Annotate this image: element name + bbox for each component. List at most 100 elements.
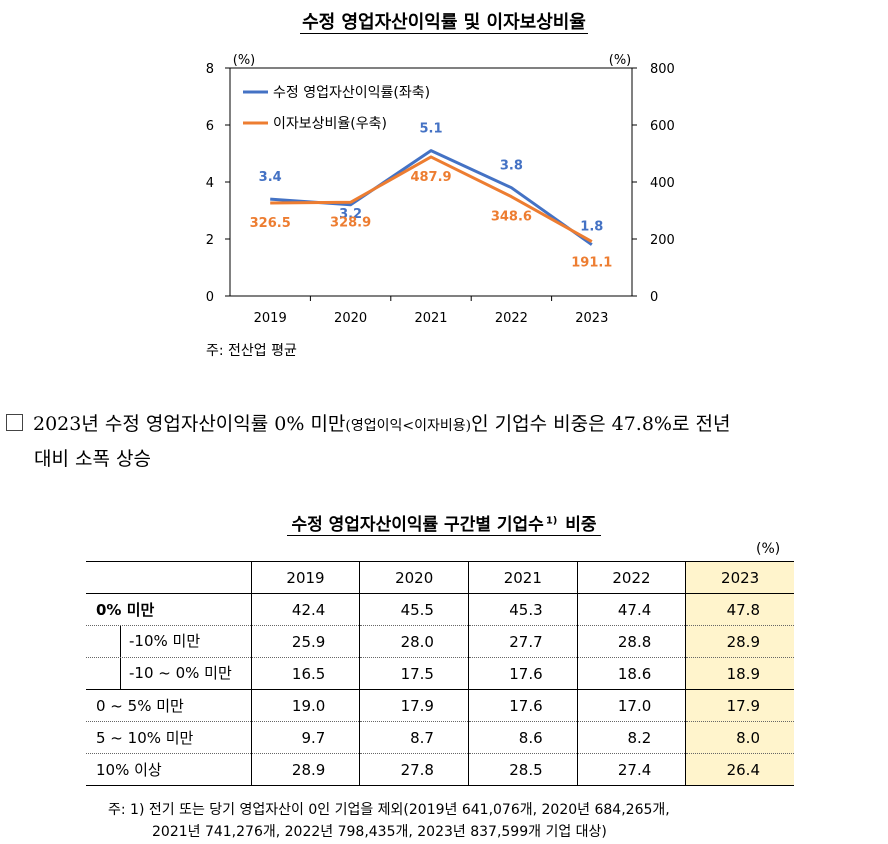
table-cell: 25.9	[251, 625, 361, 658]
legend-entry: 이자보상비율(우축)	[273, 116, 387, 132]
series-line	[270, 155, 593, 243]
y-right-tick-label: 600	[650, 119, 675, 134]
table-row: 0% 미만 42.4 45.5 45.3 47.4 47.8	[86, 593, 794, 626]
table-cell: 47.8	[685, 593, 794, 626]
data-label: 3.4	[259, 170, 282, 185]
table-title: 수정 영업자산이익률 구간별 기업수 1) 비중	[0, 510, 888, 536]
row-label: 0 ~ 5% 미만	[86, 689, 252, 722]
table-cell: 16.5	[251, 657, 361, 690]
chart-title: 수정 영업자산이익률 및 이자보상비율	[300, 12, 588, 34]
table-title-tail: 비중	[557, 515, 599, 536]
table-footnote-line-2: 2021년 741,276개, 2022년 798,435개, 2023년 83…	[152, 824, 607, 840]
table-cell: 8.2	[577, 721, 687, 754]
table-row: 0 ~ 5% 미만 19.0 17.9 17.6 17.0 17.9	[86, 689, 794, 722]
x-tick-label: 2020	[334, 311, 367, 326]
summary-text-a: 2023년 수정 영업자산이익률 0% 미만	[33, 413, 346, 435]
summary-line-2: 대비 소폭 상승	[34, 448, 151, 470]
table-cell: 28.8	[577, 625, 687, 658]
y-left-tick-label: 4	[206, 176, 214, 191]
row-label: 0% 미만	[86, 593, 252, 626]
table-row: 5 ~ 10% 미만 9.7 8.7 8.6 8.2 8.0	[86, 721, 794, 754]
table-cell: 17.9	[685, 689, 794, 722]
table-cell: 8.6	[468, 721, 578, 754]
table-cell: 28.0	[359, 625, 469, 658]
y-right-tick-label: 800	[650, 62, 675, 77]
data-label: 328.9	[330, 215, 371, 230]
table-header-year: 2020	[359, 561, 469, 594]
data-label: 348.6	[491, 210, 532, 225]
summary-line-1: 2023년 수정 영업자산이익률 0% 미만(영업이익<이자비용)인 기업수 비…	[6, 408, 882, 443]
y-left-tick-label: 6	[206, 119, 214, 134]
table-row: -10% 미만 25.9 28.0 27.7 28.8 28.9	[86, 625, 794, 658]
x-tick-label: 2021	[414, 311, 447, 326]
table-cell: 17.5	[359, 657, 469, 690]
x-tick-label: 2023	[575, 311, 608, 326]
table-cell: 42.4	[251, 593, 361, 626]
row-label-text: -10 ~ 0% 미만	[129, 664, 232, 682]
chart-note: 주: 전산업 평균	[206, 343, 297, 359]
table-cell: 45.5	[359, 593, 469, 626]
table-cell: 47.4	[577, 593, 687, 626]
table-cell: 8.0	[685, 721, 794, 754]
row-label-text: -10% 미만	[129, 632, 201, 650]
data-label: 487.9	[410, 170, 451, 185]
table-cell: 8.7	[359, 721, 469, 754]
table-cell: 18.6	[577, 657, 687, 690]
y-right-tick-label: 0	[650, 290, 658, 305]
table-cell: 17.9	[359, 689, 469, 722]
table-header-year: 2019	[251, 561, 361, 594]
table-cell: 28.9	[685, 625, 794, 658]
table-header-year: 2022	[577, 561, 687, 594]
table-unit: (%)	[756, 541, 781, 557]
data-table: 2019 2020 2021 2022 2023 0% 미만 42.4 45.5…	[86, 561, 794, 786]
data-label: 3.8	[500, 159, 523, 174]
y-right-unit: (%)	[609, 53, 632, 68]
table-cell: 27.7	[468, 625, 578, 658]
table-cell: 19.0	[251, 689, 361, 722]
table-cell: 17.0	[577, 689, 687, 722]
row-label: 10% 이상	[86, 753, 252, 786]
summary-paragraph: 2023년 수정 영업자산이익률 0% 미만(영업이익<이자비용)인 기업수 비…	[6, 408, 882, 476]
table-header-year: 2023	[685, 561, 794, 594]
table-cell: 17.6	[468, 657, 578, 690]
table-header-year: 2021	[468, 561, 578, 594]
series-line	[270, 149, 593, 246]
table-title-text: 수정 영업자산이익률 구간별 기업수	[289, 515, 546, 536]
data-label: 1.8	[580, 220, 603, 235]
data-label: 191.1	[571, 256, 612, 271]
checkbox-square-icon	[6, 414, 23, 431]
row-label: 5 ~ 10% 미만	[86, 721, 252, 754]
table-cell: 45.3	[468, 593, 578, 626]
legend-entry: 수정 영업자산이익률(좌축)	[273, 85, 430, 101]
summary-text-small: (영업이익<이자비용)	[345, 418, 472, 434]
table-cell: 18.9	[685, 657, 794, 690]
data-label: 5.1	[419, 122, 442, 137]
data-label: 3.2	[339, 207, 362, 222]
y-left-unit: (%)	[233, 53, 256, 68]
table-footnote-line-1: 주: 1) 전기 또는 당기 영업자산이 0인 기업을 제외(2019년 641…	[108, 802, 670, 818]
x-tick-label: 2022	[495, 311, 528, 326]
table-header-label	[86, 561, 252, 594]
data-label: 326.5	[250, 216, 291, 231]
table-row: -10 ~ 0% 미만 16.5 17.5 17.6 18.6 18.9	[86, 657, 794, 690]
table-cell: 28.5	[468, 753, 578, 786]
table-header-row: 2019 2020 2021 2022 2023	[86, 561, 794, 594]
table-footnote: 주: 1) 전기 또는 당기 영업자산이 0인 기업을 제외(2019년 641…	[108, 799, 828, 843]
table-cell: 26.4	[685, 753, 794, 786]
y-left-tick-label: 8	[206, 62, 214, 77]
row-label: -10 ~ 0% 미만	[86, 657, 252, 690]
table-title-footnote-mark: 1)	[545, 515, 558, 527]
table-row: 10% 이상 28.9 27.8 28.5 27.4 26.4	[86, 753, 794, 786]
y-right-tick-label: 400	[650, 176, 675, 191]
y-left-tick-label: 2	[206, 233, 214, 248]
row-label: -10% 미만	[86, 625, 252, 658]
summary-text-b: 인 기업수 비중은 47.8%로 전년	[471, 413, 731, 435]
table-cell: 27.4	[577, 753, 687, 786]
x-tick-label: 2019	[254, 311, 287, 326]
table-cell: 17.6	[468, 689, 578, 722]
y-right-tick-label: 200	[650, 233, 675, 248]
table-cell: 9.7	[251, 721, 361, 754]
table-cell: 28.9	[251, 753, 361, 786]
y-left-tick-label: 0	[206, 290, 214, 305]
table-cell: 27.8	[359, 753, 469, 786]
